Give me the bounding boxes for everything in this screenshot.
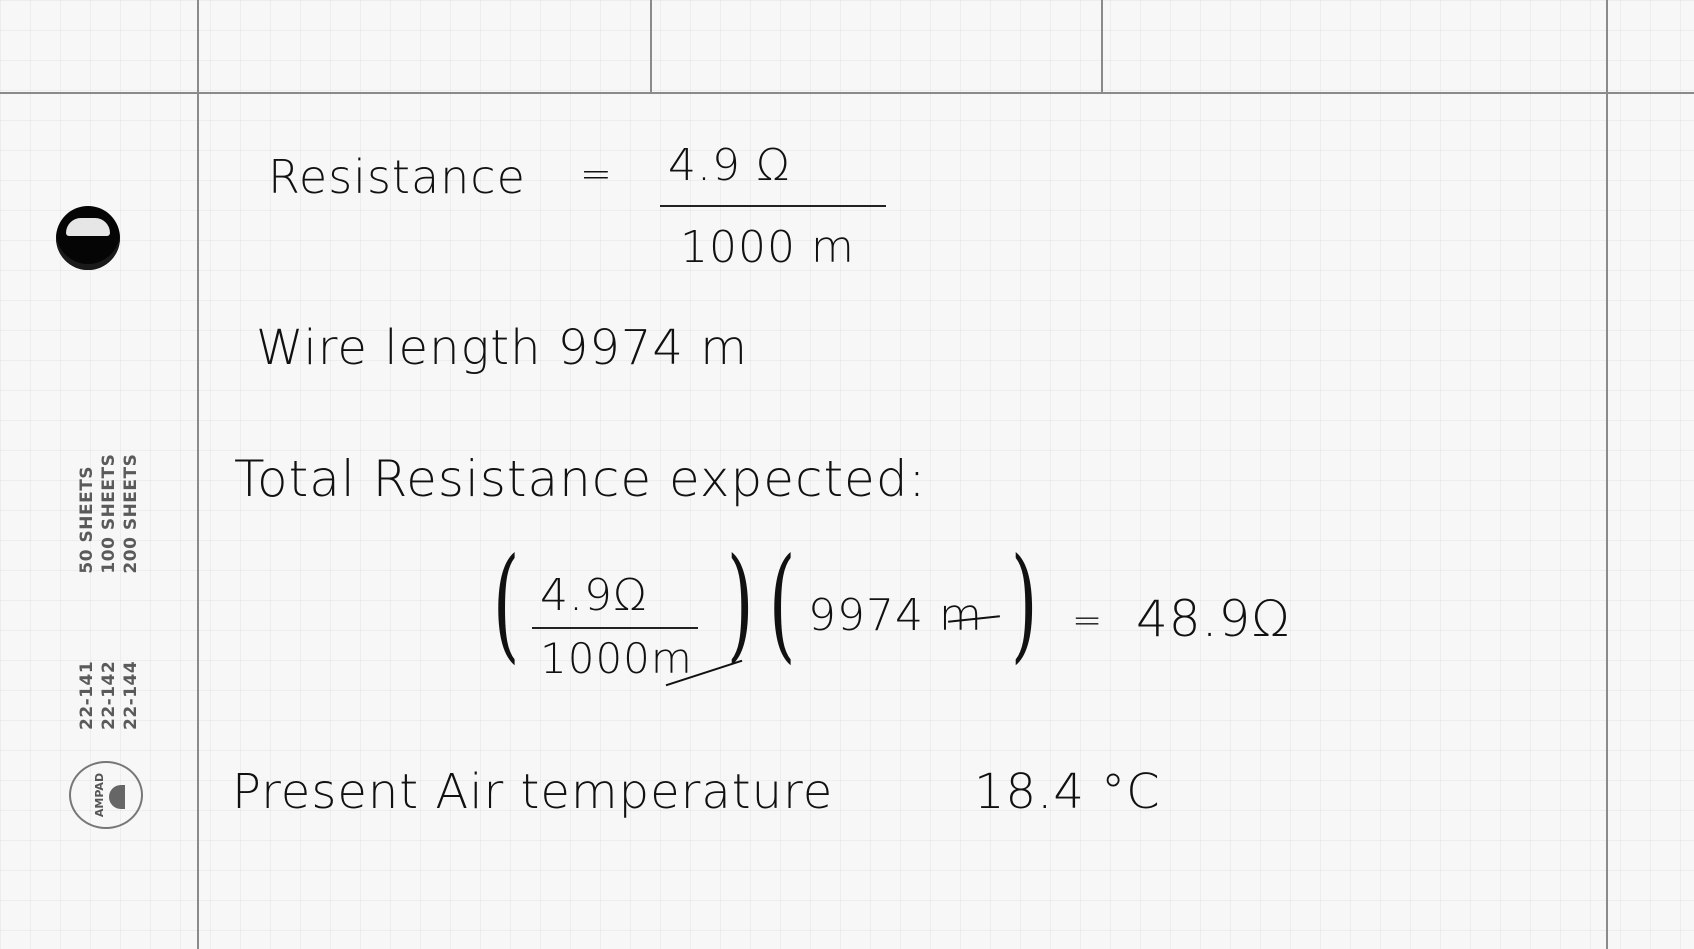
resistance-numerator: 4.9 Ω: [668, 140, 791, 191]
ampad-logo: AMPAD: [69, 761, 143, 829]
resistance-denominator: 1000 m: [680, 222, 855, 273]
resistance-label: Resistance: [268, 150, 526, 204]
brand-name: AMPAD: [93, 772, 106, 818]
total-resistance-heading: Total Resistance expected:: [234, 450, 927, 508]
air-temperature-label: Present Air temperature: [232, 764, 834, 820]
air-temperature-value: 18.4 °C: [974, 764, 1161, 820]
calc-result: 48.9Ω: [1136, 590, 1291, 648]
spec-code: 22-144: [121, 660, 141, 730]
calc-denominator: 1000m: [540, 634, 693, 683]
sidebar-specs: 22-141 50 SHEETS 22-142 100 SHEETS 22-14…: [76, 410, 146, 730]
left-margin-rule: [197, 0, 199, 949]
paren-close-1: ): [726, 532, 754, 676]
resistance-equals: =: [580, 152, 613, 196]
paren-open-1: (: [492, 532, 520, 676]
spec-row: 22-141 50 SHEETS: [76, 410, 98, 730]
wire-length: Wire length 9974 m: [256, 320, 748, 376]
header-divider-1: [650, 0, 652, 92]
spec-row: 22-142 100 SHEETS: [98, 410, 120, 730]
header-divider-2: [1101, 0, 1103, 92]
spec-sheets: 100 SHEETS: [99, 453, 119, 574]
binder-hole-icon: [56, 206, 120, 270]
calc-equals: =: [1072, 600, 1104, 641]
spec-sheets: 200 SHEETS: [121, 453, 141, 574]
paren-close-2: ): [1010, 532, 1038, 676]
paren-open-2: (: [768, 532, 796, 676]
top-margin-rule: [0, 92, 1694, 94]
spec-code: 22-142: [99, 660, 119, 730]
calc-second-term: 9974 m: [808, 590, 983, 641]
calc-numerator: 4.9Ω: [540, 570, 648, 621]
calc-fraction-bar: [532, 627, 698, 629]
spec-code: 22-141: [77, 660, 97, 730]
spec-sheets: 50 SHEETS: [77, 465, 97, 574]
right-margin-rule: [1606, 0, 1608, 949]
resistance-fraction-bar: [660, 205, 886, 207]
logo-mark-icon: [109, 785, 125, 809]
spec-row: 22-144 200 SHEETS: [120, 410, 142, 730]
